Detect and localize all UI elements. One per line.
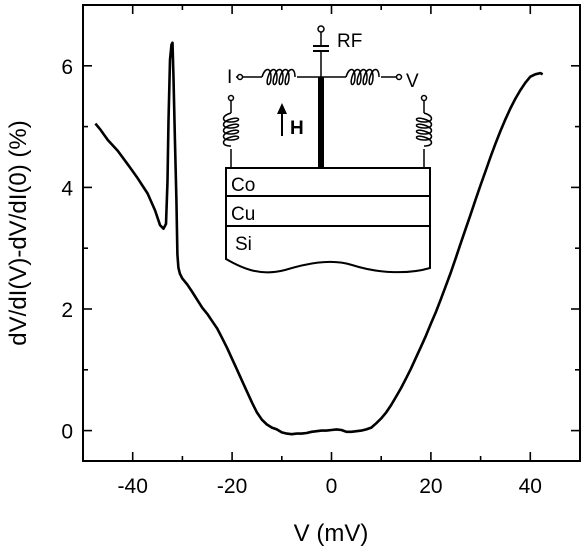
field-arrow-head (277, 103, 287, 114)
left-lead-inductor (222, 112, 240, 147)
layer-si-label: Si (235, 234, 252, 255)
rf-label: RF (337, 31, 362, 52)
y-tick-label: 0 (61, 421, 73, 444)
left-inductor (261, 68, 296, 86)
data-line (94, 41, 544, 436)
x-tick-label: 20 (419, 475, 442, 498)
x-tick-label: -40 (118, 475, 148, 498)
right-lead-inductor (415, 112, 433, 147)
x-tick-label: 40 (519, 475, 542, 498)
left-lead-terminal (227, 94, 235, 102)
x-axis-label: V (mV) (294, 520, 369, 547)
inset-schematic: RF I V H Co Cu Si (222, 25, 433, 274)
y-tick-label: 6 (61, 56, 73, 79)
sample-stack (225, 167, 431, 274)
right-lead-terminal (420, 94, 428, 102)
y-axis-label: dV/dI(V)-dV/dI(0) (%) (5, 120, 32, 345)
voltage-label: V (406, 71, 419, 92)
right-inductor (345, 68, 380, 86)
axis-ticks: -40 -20 0 20 40 0 2 4 6 (61, 5, 581, 498)
x-tick-label: 0 (326, 475, 338, 498)
layer-cu-label: Cu (231, 204, 255, 225)
field-label: H (290, 118, 304, 139)
voltage-terminal (395, 73, 403, 81)
current-label: I (227, 67, 232, 88)
x-tick-label: -20 (217, 475, 247, 498)
current-terminal (236, 73, 244, 81)
y-tick-label: 4 (61, 177, 73, 200)
layer-co-label: Co (231, 175, 255, 196)
rf-terminal (317, 25, 325, 33)
y-tick-label: 2 (61, 299, 73, 322)
